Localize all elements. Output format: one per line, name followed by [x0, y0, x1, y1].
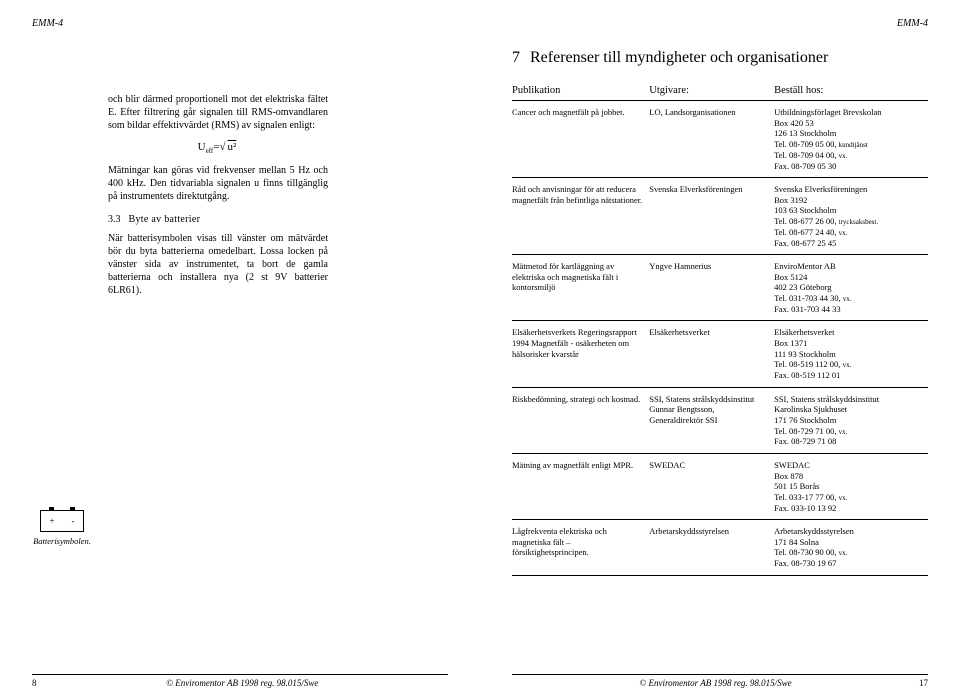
page-right: EMM-4 7 Referenser till myndigheter och o… [480, 0, 960, 700]
cell-publikation: Elsäkerhetsverkets Regeringsrapport 1994… [512, 321, 649, 387]
cell-utgivare: SWEDAC [649, 453, 774, 519]
left-text-column: och blir därmed proportionell mot det el… [108, 93, 328, 666]
footer-page-number-left: 8 [32, 678, 37, 688]
cell-publikation: Cancer och magnetfält på jobbet. [512, 101, 649, 178]
battery-plus: + [49, 516, 54, 526]
cell-bestall: EnviroMentor ABBox 5124402 23 GöteborgTe… [774, 255, 928, 321]
page-left: EMM-4 + - Batterisymbolen. och blir därm… [0, 0, 480, 700]
col-bestall: Beställ hos: [774, 81, 928, 101]
table-row: Riskbedömning, strategi och kostnad.SSI,… [512, 387, 928, 453]
table-row: Elsäkerhetsverkets Regeringsrapport 1994… [512, 321, 928, 387]
formula: Ueff=√u² [108, 140, 328, 156]
chapter-title: 7 Referenser till myndigheter och organis… [512, 49, 928, 67]
cell-publikation: Mätning av magnetfält enligt MPR. [512, 453, 649, 519]
cell-utgivare: Elsäkerhetsverket [649, 321, 774, 387]
cell-bestall: ElsäkerhetsverketBox 1371111 93 Stockhol… [774, 321, 928, 387]
formula-lhs: U [198, 141, 206, 153]
col-utgivare: Utgivare: [649, 81, 774, 101]
chapter-heading: Referenser till myndigheter och organisa… [530, 49, 828, 66]
header-left-page: EMM-4 [32, 18, 448, 29]
table-row: Mätning av magnetfält enligt MPR.SWEDACS… [512, 453, 928, 519]
right-body: 7 Referenser till myndigheter och organis… [512, 43, 928, 666]
header-right-page: EMM-4 [512, 18, 928, 29]
table-row: Lågfrekventa elektriska och magnetiska f… [512, 520, 928, 576]
formula-rhs: u² [226, 140, 239, 154]
battery-icon: + - [40, 510, 84, 532]
cell-utgivare: SSI, Statens strålskyddsinstitutGunnar B… [649, 387, 774, 453]
cell-bestall: SWEDACBox 878501 15 BoråsTel. 033-17 77 … [774, 453, 928, 519]
cell-utgivare: Arbetarskyddsstyrelsen [649, 520, 774, 576]
battery-caption: Batterisymbolen. [33, 536, 91, 546]
table-row: Råd och anvisningar för att reducera mag… [512, 178, 928, 255]
table-row: Cancer och magnetfält på jobbet.LO, Land… [512, 101, 928, 178]
section-number: 3.3 [108, 214, 121, 225]
chapter-number: 7 [512, 49, 520, 66]
header-label-right: EMM-4 [897, 18, 928, 29]
references-table: Publikation Utgivare: Beställ hos: Cance… [512, 81, 928, 576]
cell-publikation: Lågfrekventa elektriska och magnetiska f… [512, 520, 649, 576]
section-title: 3.3 Byte av batterier [108, 213, 328, 226]
left-body: + - Batterisymbolen. och blir därmed pro… [32, 43, 448, 666]
cell-bestall: SSI, Statens strålskyddsinstitutKarolins… [774, 387, 928, 453]
cell-utgivare: Svenska Elverksföreningen [649, 178, 774, 255]
table-header-row: Publikation Utgivare: Beställ hos: [512, 81, 928, 101]
battery-column: + - Batterisymbolen. [32, 93, 92, 666]
cell-bestall: Arbetarskyddsstyrelsen171 84 SolnaTel. 0… [774, 520, 928, 576]
cell-publikation: Råd och anvisningar för att reducera mag… [512, 178, 649, 255]
footer-left-page: 8 © Enviromentor AB 1998 reg. 98.015/Swe [32, 674, 448, 688]
footer-center-left: © Enviromentor AB 1998 reg. 98.015/Swe [166, 678, 318, 688]
formula-eq: = [213, 141, 219, 153]
table-row: Mätmetod för kartläggning av elektriska … [512, 255, 928, 321]
cell-bestall: Svenska ElverksföreningenBox 3192103 63 … [774, 178, 928, 255]
paragraph-2: Mätningar kan göras vid frekvenser mella… [108, 164, 328, 203]
paragraph-3: När batterisymbolen visas till vänster o… [108, 232, 328, 297]
col-publikation: Publikation [512, 81, 649, 101]
cell-publikation: Riskbedömning, strategi och kostnad. [512, 387, 649, 453]
footer-page-number-right: 17 [919, 678, 928, 688]
battery-minus: - [72, 516, 75, 526]
section-heading: Byte av batterier [129, 214, 201, 225]
cell-utgivare: LO, Landsorganisationen [649, 101, 774, 178]
header-label-left: EMM-4 [32, 18, 63, 29]
cell-publikation: Mätmetod för kartläggning av elektriska … [512, 255, 649, 321]
footer-center-right: © Enviromentor AB 1998 reg. 98.015/Swe [639, 678, 791, 688]
footer-right-page: © Enviromentor AB 1998 reg. 98.015/Swe 1… [512, 674, 928, 688]
intro-paragraph: och blir därmed proportionell mot det el… [108, 93, 328, 132]
cell-utgivare: Yngve Hamnerius [649, 255, 774, 321]
cell-bestall: Utbildningsförlaget BrevskolanBox 420 53… [774, 101, 928, 178]
